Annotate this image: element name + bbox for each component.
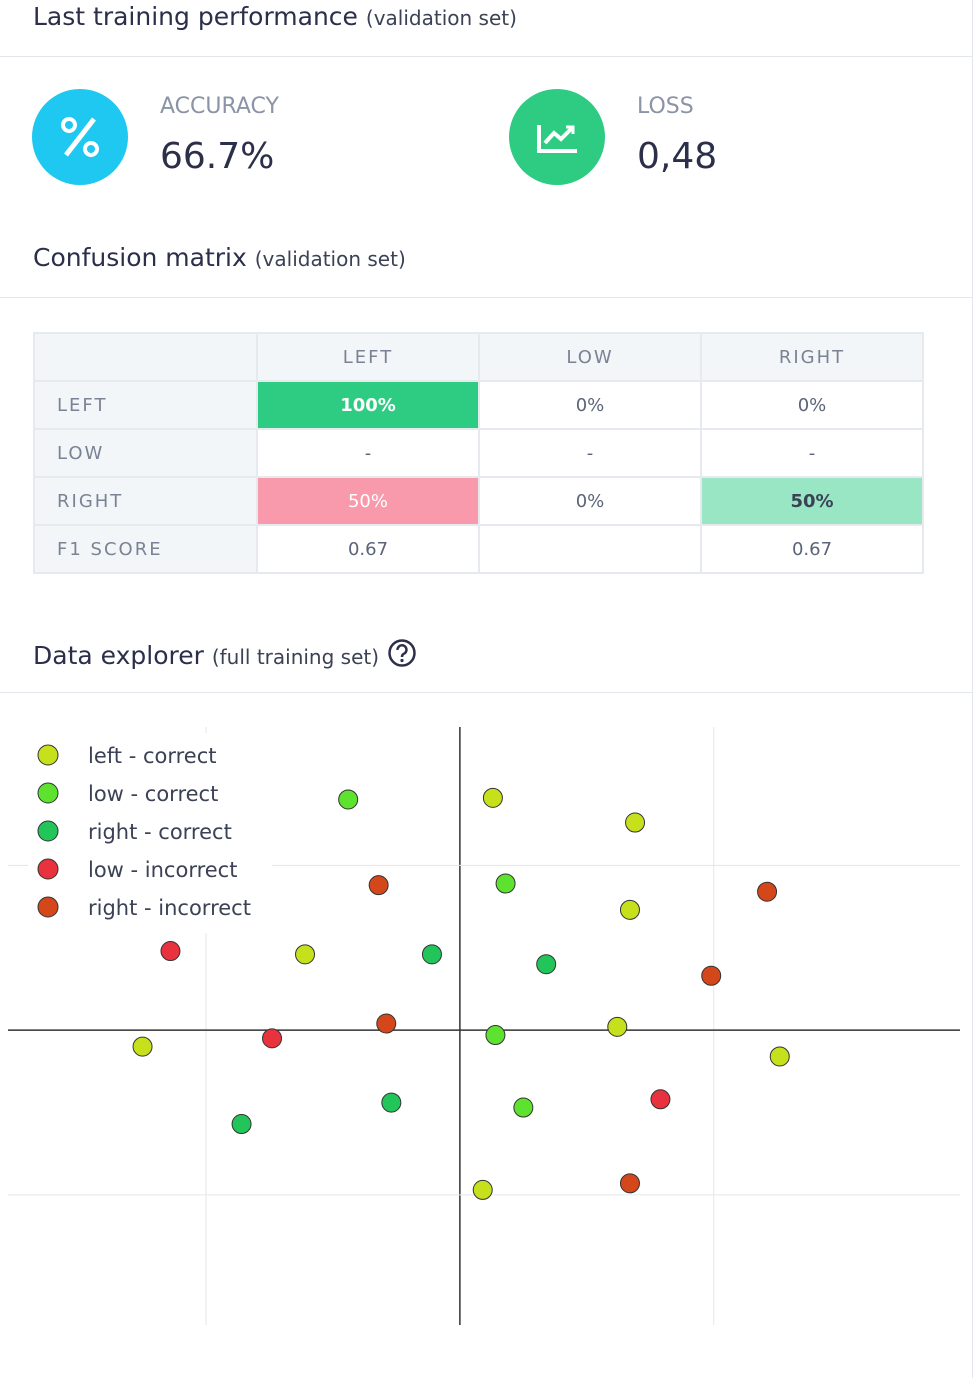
data-point [295, 944, 316, 965]
divider [0, 56, 972, 57]
confusion-matrix: LEFT LOW RIGHT LEFT 100% 0% 0% LOW - - - RIGHT 50% 0%… [33, 332, 924, 574]
matrix-cell: 0% [700, 380, 924, 430]
title: Last training performance [33, 2, 358, 31]
scrollbar [972, 0, 973, 1378]
column-header: RIGHT [700, 332, 924, 382]
matrix-cell: 0% [478, 380, 702, 430]
legend-swatch [37, 896, 59, 918]
data-point [607, 1016, 628, 1037]
section-title: Last training performance (validation se… [33, 2, 517, 31]
legend-swatch [37, 782, 59, 804]
matrix-row: F1 SCORE 0.67 0.67 [33, 524, 924, 574]
data-point [513, 1097, 534, 1118]
row-header: F1 SCORE [33, 524, 258, 574]
legend-label: left - correct [88, 744, 216, 768]
matrix-row: LOW - - - [33, 428, 924, 478]
data-point [472, 1179, 493, 1200]
metric-value: 66.7% [160, 136, 275, 177]
matrix-cell: - [478, 428, 702, 478]
legend-label: low - correct [88, 782, 218, 806]
row-header: RIGHT [33, 476, 258, 526]
data-point [262, 1028, 283, 1049]
legend-label: right - correct [88, 820, 232, 844]
section-title: Data explorer (full training set) [33, 638, 417, 670]
matrix-cell: 50% [256, 476, 480, 526]
data-point [701, 965, 722, 986]
data-point [625, 812, 646, 833]
loss-icon [509, 89, 605, 185]
title: Confusion matrix [33, 243, 247, 272]
column-header: LEFT [256, 332, 480, 382]
corner-cell [33, 332, 258, 382]
row-header: LEFT [33, 380, 258, 430]
percent-icon [61, 117, 99, 157]
divider [0, 297, 972, 298]
legend-swatch [37, 820, 59, 842]
subtitle: (full training set) [211, 645, 380, 669]
data-point [769, 1046, 790, 1067]
metric-value: 0,48 [637, 136, 718, 177]
legend-swatch [37, 858, 59, 880]
data-point [619, 1173, 640, 1194]
column-header: LOW [478, 332, 702, 382]
data-point [368, 875, 389, 896]
data-point [160, 941, 181, 962]
matrix-cell: 0% [478, 476, 702, 526]
scatter-plot: left - correct low - correct right - corre… [8, 727, 960, 1325]
matrix-row: RIGHT 50% 0% 50% [33, 476, 924, 526]
data-point [650, 1089, 671, 1110]
data-point [381, 1092, 402, 1113]
header-row: LEFT LOW RIGHT [33, 332, 924, 382]
data-point [757, 881, 778, 902]
matrix-cell: 0.67 [256, 524, 480, 574]
matrix-cell: 50% [700, 476, 924, 526]
metric-label: LOSS [637, 94, 694, 119]
legend-background [28, 733, 272, 933]
data-point [338, 789, 359, 810]
data-point [482, 787, 503, 808]
help-icon[interactable] [387, 638, 417, 668]
chart-icon [537, 125, 577, 153]
legend-swatch [37, 744, 59, 766]
data-point [421, 944, 442, 965]
legend-label: low - incorrect [88, 858, 237, 882]
subtitle: (validation set) [365, 6, 517, 30]
matrix-row: LEFT 100% 0% 0% [33, 380, 924, 430]
divider [0, 692, 972, 693]
section-title: Confusion matrix (validation set) [33, 243, 406, 272]
data-point [619, 899, 640, 920]
matrix-cell: 0.67 [700, 524, 924, 574]
data-point [485, 1025, 506, 1046]
title: Data explorer [33, 641, 204, 670]
subtitle: (validation set) [254, 247, 406, 271]
data-point [495, 873, 516, 894]
legend-label: right - incorrect [88, 896, 251, 920]
matrix-cell: - [256, 428, 480, 478]
data-point [536, 954, 557, 975]
accuracy-icon [32, 89, 128, 185]
data-point [132, 1036, 153, 1057]
data-point [376, 1013, 397, 1034]
matrix-cell: 100% [256, 380, 480, 430]
metric-label: ACCURACY [160, 94, 279, 119]
row-header: LOW [33, 428, 258, 478]
matrix-cell: - [700, 428, 924, 478]
matrix-cell [478, 524, 702, 574]
data-point [231, 1114, 252, 1135]
